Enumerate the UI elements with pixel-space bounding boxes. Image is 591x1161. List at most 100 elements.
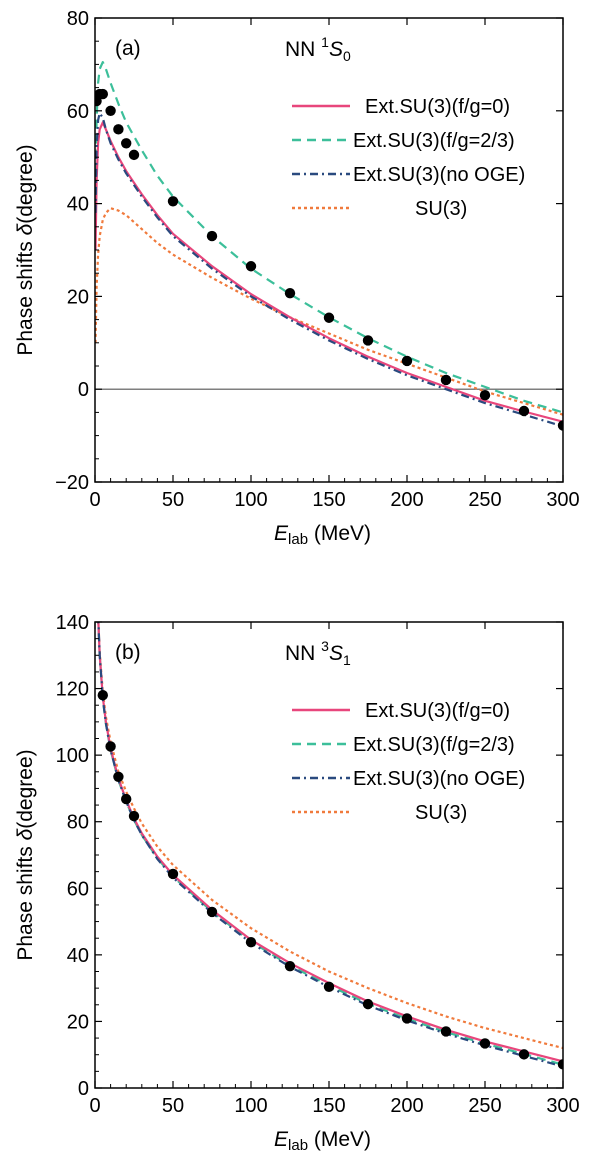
- y-tick-label: 80: [67, 8, 89, 30]
- data-point: [167, 196, 179, 207]
- legend-label: Ext.SU(3)(f/g=2/3): [353, 130, 515, 152]
- y-tick-label: 0: [78, 379, 89, 401]
- legend-label: SU(3): [415, 802, 467, 824]
- data-point: [440, 1026, 452, 1037]
- legend: Ext.SU(3)(f/g=0) Ext.SU(3)(f/g=2/3) Ext.…: [292, 96, 525, 220]
- data-point: [105, 105, 116, 117]
- plot-frame: [94, 17, 564, 483]
- data-point: [97, 88, 109, 100]
- x-tick-label: 150: [312, 489, 345, 511]
- data-point: [97, 690, 109, 701]
- y-axis-ticks: 0 20 40 60 80 100 120 140: [56, 612, 563, 1100]
- legend-item: Ext.SU(3)(f/g=2/3): [292, 734, 515, 756]
- x-tick-label: 150: [312, 1095, 345, 1117]
- legend-item: SU(3): [292, 802, 467, 824]
- legend-item: Ext.SU(3)(f/g=2/3): [292, 130, 515, 152]
- legend-label: Ext.SU(3)(no OGE): [353, 768, 525, 790]
- y-tick-label: 40: [67, 194, 89, 216]
- x-axis-label: Elab (MeV): [274, 522, 371, 548]
- data-point: [323, 312, 335, 323]
- x-tick-label: 100: [234, 489, 267, 511]
- data-point: [518, 1049, 530, 1060]
- channel-title: NN 1S0: [285, 34, 351, 64]
- x-tick-label: 250: [468, 489, 501, 511]
- x-tick-label: 0: [89, 1095, 100, 1117]
- y-tick-label: 140: [56, 612, 89, 634]
- y-tick-label: 100: [56, 745, 89, 767]
- data-point: [245, 261, 257, 272]
- legend-label: Ext.SU(3)(f/g=0): [365, 700, 510, 722]
- legend: Ext.SU(3)(f/g=0) Ext.SU(3)(f/g=2/3) Ext.…: [292, 700, 525, 824]
- x-tick-label: 200: [390, 1095, 423, 1117]
- panel-label: (b): [115, 641, 141, 664]
- plot-area: [97, 622, 563, 1070]
- data-point: [121, 793, 132, 805]
- y-tick-label: 40: [67, 945, 89, 967]
- x-tick-label: 50: [162, 1095, 184, 1117]
- legend-item: Ext.SU(3)(f/g=0): [292, 700, 510, 722]
- data-point: [479, 390, 491, 401]
- y-tick-label: 20: [67, 1011, 89, 1033]
- y-tick-label: 0: [78, 1078, 89, 1100]
- x-tick-label: 200: [390, 489, 423, 511]
- panel-label: (a): [115, 37, 141, 60]
- y-axis-label: Phase shifts δ(degree): [14, 144, 37, 355]
- data-point: [479, 1038, 491, 1049]
- data-point: [167, 868, 179, 880]
- x-tick-label: 100: [234, 1095, 267, 1117]
- x-tick-label: 300: [546, 1095, 579, 1117]
- series-line: [95, 111, 563, 428]
- data-point: [206, 906, 218, 918]
- x-axis-label: Elab (MeV): [274, 1128, 371, 1154]
- data-point: [113, 771, 124, 782]
- x-axis-ticks: 0 50 100 150 200 250 300: [89, 18, 580, 511]
- data-point: [105, 741, 116, 752]
- legend-item: Ext.SU(3)(f/g=0): [292, 96, 510, 118]
- data-point: [401, 1013, 413, 1024]
- channel-title: NN 3S1: [285, 638, 351, 668]
- plot-area: [95, 60, 563, 431]
- y-tick-label: 60: [67, 101, 89, 123]
- series-line: [97, 622, 563, 1063]
- y-axis-ticks: −20 0 20 40 60 80: [55, 8, 563, 494]
- y-axis-label: Phase shifts δ(degree): [14, 749, 37, 960]
- x-tick-label: 300: [546, 489, 579, 511]
- chart-panel-b: 0 50 100 150 200 250 300 0 20 40 60 80 100 120 140 (b…: [14, 612, 580, 1154]
- x-axis-ticks: 0 50 100 150 200 250 300: [89, 622, 580, 1117]
- data-point: [440, 374, 452, 386]
- data-point: [128, 810, 140, 822]
- x-tick-label: 250: [468, 1095, 501, 1117]
- legend-label: SU(3): [415, 198, 467, 220]
- data-point: [362, 335, 374, 346]
- y-tick-label: −20: [55, 472, 89, 494]
- data-point: [284, 287, 296, 299]
- data-point: [113, 124, 124, 135]
- data-point: [206, 230, 218, 242]
- series-line: [95, 207, 563, 416]
- legend-label: Ext.SU(3)(no OGE): [353, 164, 525, 186]
- data-point: [284, 960, 296, 972]
- y-tick-label: 80: [67, 812, 89, 834]
- y-tick-label: 60: [67, 878, 89, 900]
- series-line: [97, 622, 563, 1066]
- legend-label: Ext.SU(3)(f/g=2/3): [353, 734, 515, 756]
- x-tick-label: 50: [162, 489, 184, 511]
- data-point: [362, 998, 374, 1010]
- data-point: [323, 981, 335, 993]
- y-tick-label: 20: [67, 286, 89, 308]
- legend-label: Ext.SU(3)(f/g=0): [365, 96, 510, 118]
- data-point: [557, 1059, 563, 1070]
- data-point: [557, 420, 563, 431]
- data-point: [128, 149, 140, 161]
- data-point: [245, 937, 257, 948]
- y-tick-label: 120: [56, 679, 89, 701]
- series-line: [97, 622, 563, 1068]
- x-tick-label: 0: [89, 489, 100, 511]
- data-point: [518, 405, 530, 417]
- legend-item: SU(3): [292, 198, 467, 220]
- legend-item: Ext.SU(3)(no OGE): [292, 768, 525, 790]
- data-point: [121, 138, 132, 149]
- series-line: [95, 121, 563, 423]
